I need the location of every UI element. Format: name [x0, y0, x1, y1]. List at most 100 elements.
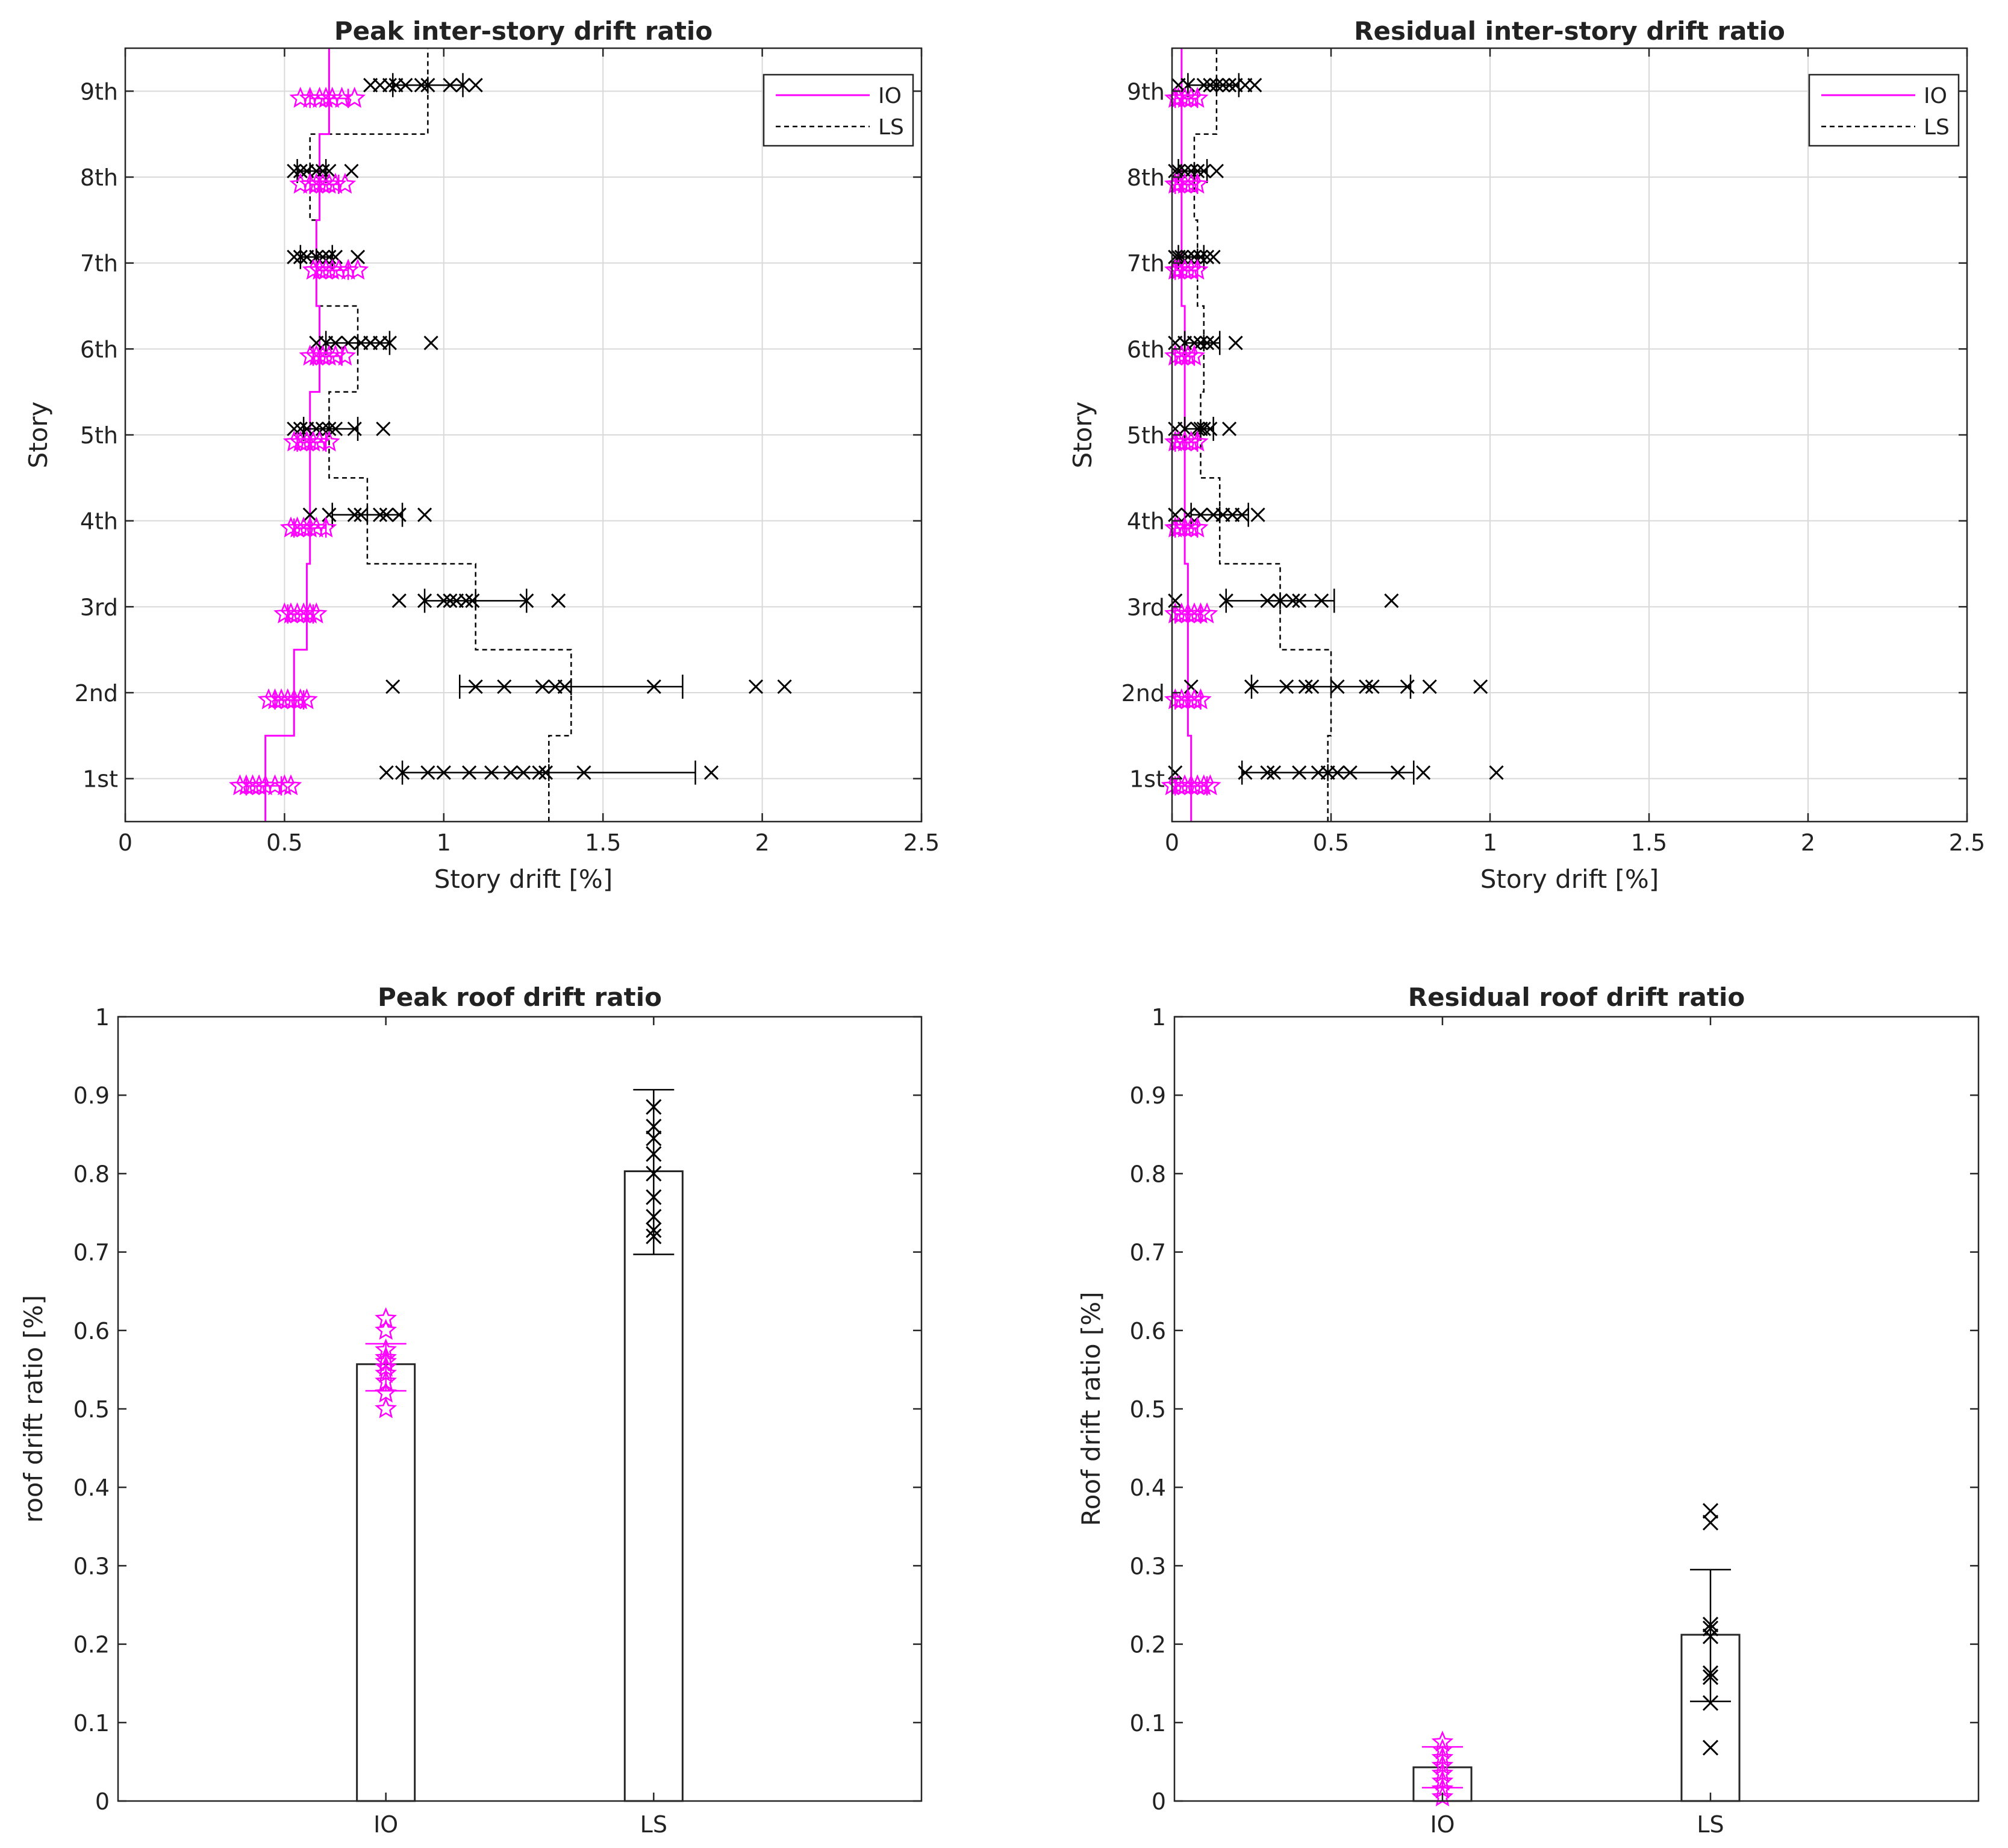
y-tick-label: 6th: [1127, 336, 1165, 363]
x-axis-label: Story drift [%]: [1480, 864, 1659, 894]
io-point: [1193, 774, 1215, 796]
io-point: [1186, 87, 1209, 108]
legend-io-label: IO: [1924, 84, 1947, 108]
ls-point: [1247, 78, 1262, 93]
io-point: [279, 774, 302, 796]
x-axis-label: Story drift [%]: [434, 864, 613, 894]
y-tick-label: 0.3: [1130, 1553, 1166, 1579]
ls-point: [382, 78, 397, 93]
y-tick-label: 0.8: [73, 1161, 110, 1187]
ls-point: [1702, 1740, 1719, 1756]
y-tick-label: 8th: [1127, 164, 1165, 191]
ls-point: [1193, 507, 1208, 522]
legend-box: [1808, 73, 1960, 147]
io-point: [289, 688, 312, 710]
ls-point: [1193, 249, 1208, 264]
io-point: [375, 1355, 398, 1377]
y-tick-label: 0.9: [1130, 1082, 1166, 1109]
ls-point: [1203, 421, 1218, 437]
ls-point: [538, 765, 553, 780]
ls-point: [376, 421, 391, 437]
ls-point: [1235, 507, 1250, 522]
ls-point: [1359, 679, 1374, 695]
legend: IO LS: [762, 73, 914, 147]
ls-point: [703, 765, 719, 780]
io-point: [1186, 430, 1209, 452]
ls-point: [646, 1146, 662, 1162]
io-point: [375, 1362, 398, 1384]
ls-point: [1196, 163, 1211, 179]
ls-point: [287, 163, 302, 179]
x-tick-label: 0.5: [266, 829, 302, 856]
ls-point: [646, 1228, 662, 1244]
ls-point: [646, 1119, 662, 1135]
io-point: [1180, 258, 1202, 280]
x-tick-label: 2: [1801, 829, 1815, 856]
y-tick-label: 0.2: [1130, 1632, 1166, 1658]
ls-point: [468, 78, 483, 93]
ls-point: [1285, 593, 1300, 608]
ls-point: [1250, 507, 1265, 522]
x-tick-label: 1.5: [585, 829, 621, 856]
y-tick-label: 1: [95, 1004, 110, 1031]
io-point: [305, 602, 328, 623]
ls-point: [344, 163, 359, 179]
ls-point: [379, 765, 394, 780]
ls-point: [646, 1130, 662, 1146]
residual-roof-drift-chart: IO LS 0 0.1 0.2 0.3 0.4 0.5 0.6 0.7 0.8 0.9 1 Residua…: [1076, 982, 1980, 1838]
ls-point: [1209, 78, 1224, 93]
ls-point: [1702, 1503, 1719, 1519]
ls-point: [1221, 421, 1237, 437]
bar-ls: [623, 1170, 684, 1802]
ls-point: [484, 765, 499, 780]
io-point: [375, 1338, 397, 1359]
ls-point: [1702, 1620, 1719, 1637]
peak-inter-story-drift-chart: 0 0.5 1 1.5 2 2.5 1st 2nd 3rd 4th 5th 6th 7th 8th 9th P…: [23, 16, 940, 894]
ls-point: [293, 249, 308, 264]
ls-point: [1186, 336, 1202, 351]
ls-point: [1342, 765, 1358, 780]
chart-title: Peak inter-story drift ratio: [334, 16, 712, 46]
x-tick-label: 2.5: [903, 829, 940, 856]
ls-point: [436, 593, 451, 608]
ls-point: [354, 507, 369, 522]
x-tick-label: 1: [1483, 829, 1497, 856]
y-tick-label: 0.7: [73, 1240, 110, 1266]
ls-point: [646, 1222, 662, 1238]
io-point: [1431, 1738, 1454, 1759]
y-tick-label: 0.4: [1130, 1475, 1166, 1501]
io-point: [375, 1397, 398, 1419]
y-tick-label: 0.9: [73, 1082, 110, 1109]
chart-title: Residual inter-story drift ratio: [1354, 16, 1785, 46]
ls-point: [322, 421, 337, 437]
ls-point: [1203, 78, 1218, 93]
ls-point: [1171, 163, 1186, 179]
ls-point: [646, 1208, 662, 1225]
io-point: [375, 1370, 397, 1391]
ls-point: [1244, 679, 1259, 695]
y-axis-label: Story: [1068, 402, 1097, 469]
io-point: [1190, 688, 1212, 710]
ls-point: [328, 421, 343, 437]
ls-point: [420, 765, 435, 780]
ls-point: [1183, 679, 1199, 695]
ls-point: [1186, 249, 1202, 264]
ls-point: [315, 421, 330, 437]
axes-box: [117, 1016, 923, 1802]
ls-point: [1314, 593, 1329, 608]
x-tick-label: 2: [755, 829, 770, 856]
ls-point: [1702, 1695, 1719, 1711]
io-point: [1199, 774, 1221, 796]
ls-point: [293, 163, 308, 179]
ls-point: [1206, 249, 1221, 264]
ls-point: [1168, 593, 1183, 608]
ls-point: [417, 593, 432, 608]
ls-point: [350, 249, 366, 264]
ls-point: [1177, 163, 1193, 179]
ls-point: [1292, 765, 1307, 780]
io-point: [375, 1346, 397, 1367]
y-tick-label: 1: [1152, 1004, 1166, 1031]
ls-point: [462, 765, 477, 780]
ls-point: [385, 679, 401, 695]
